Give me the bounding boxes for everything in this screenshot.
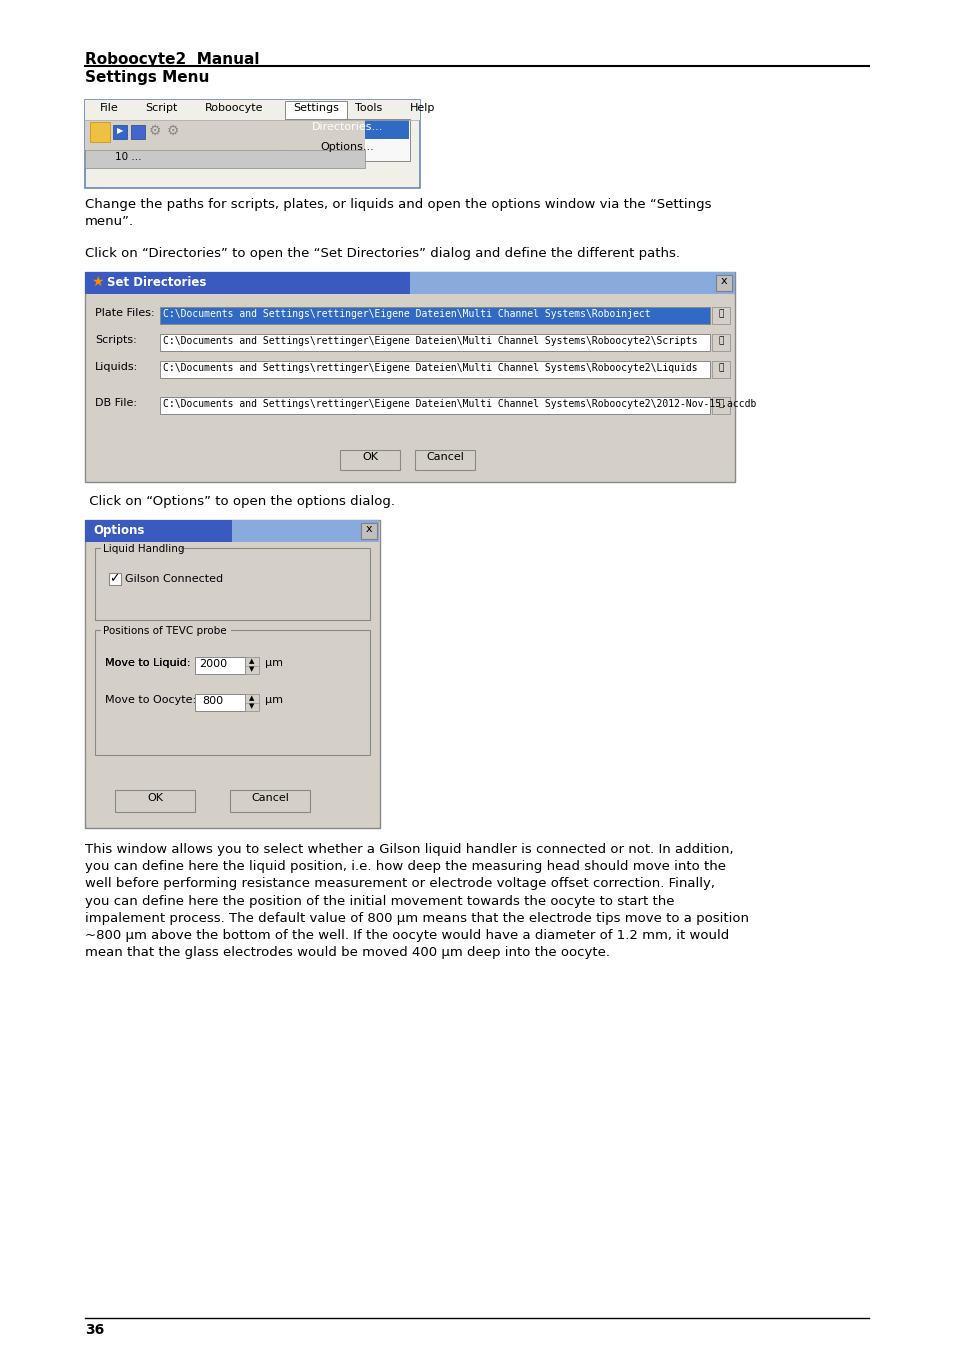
Bar xyxy=(85,100,419,120)
Text: Click on “Options” to open the options dialog.: Click on “Options” to open the options d… xyxy=(85,495,395,508)
Text: C:\Documents and Settings\rettinger\Eigene Dateien\Multi Channel Systems\Roboocy: C:\Documents and Settings\rettinger\Eige… xyxy=(163,400,756,409)
Text: Options...: Options... xyxy=(320,142,374,153)
Text: Liquid Handling: Liquid Handling xyxy=(103,544,184,554)
Bar xyxy=(85,271,734,294)
Text: 800: 800 xyxy=(202,697,223,706)
Text: OK: OK xyxy=(147,792,163,803)
Bar xyxy=(360,522,376,539)
Text: ✓: ✓ xyxy=(109,572,119,585)
Bar xyxy=(160,333,709,351)
Bar xyxy=(245,657,258,674)
Text: File: File xyxy=(100,103,118,113)
Bar xyxy=(85,271,410,294)
Text: 2000: 2000 xyxy=(199,659,227,670)
Bar xyxy=(112,126,127,139)
Text: Cancel: Cancel xyxy=(251,792,289,803)
Bar xyxy=(194,694,245,711)
Bar xyxy=(90,122,110,142)
Text: Help: Help xyxy=(410,103,435,113)
Bar xyxy=(115,790,194,811)
Text: ⚙: ⚙ xyxy=(167,124,179,138)
Text: ⚙: ⚙ xyxy=(149,124,161,138)
Bar xyxy=(286,120,409,139)
Bar xyxy=(101,629,231,639)
Text: ★: ★ xyxy=(91,275,103,289)
Bar xyxy=(85,520,232,541)
Text: Settings Menu: Settings Menu xyxy=(85,70,209,85)
Bar xyxy=(339,450,399,470)
Text: Cancel: Cancel xyxy=(426,452,463,462)
Text: Positions of TEVC probe: Positions of TEVC probe xyxy=(103,626,227,636)
Text: C:\Documents and Settings\rettinger\Eigene Dateien\Multi Channel Systems\Roboocy: C:\Documents and Settings\rettinger\Eige… xyxy=(163,336,697,346)
Bar xyxy=(95,630,370,755)
Text: 📂: 📂 xyxy=(718,309,723,319)
Text: Tools: Tools xyxy=(355,103,382,113)
Text: 36: 36 xyxy=(85,1323,104,1336)
Bar xyxy=(160,360,709,378)
Text: ▲: ▲ xyxy=(249,657,254,664)
Bar xyxy=(232,520,378,541)
Bar xyxy=(95,548,370,620)
Bar xyxy=(711,306,729,324)
Text: Move to Oocyte:: Move to Oocyte: xyxy=(105,695,196,705)
Text: C:\Documents and Settings\rettinger\Eigene Dateien\Multi Channel Systems\Roboinj: C:\Documents and Settings\rettinger\Eige… xyxy=(163,309,650,319)
Bar xyxy=(85,100,419,103)
Bar xyxy=(415,450,475,470)
Text: Directories...: Directories... xyxy=(312,122,383,132)
Text: Options: Options xyxy=(92,524,144,537)
Bar xyxy=(711,333,729,351)
Text: ▲: ▲ xyxy=(249,695,254,701)
Text: Set Directories: Set Directories xyxy=(107,275,206,289)
Text: Roboocyte: Roboocyte xyxy=(205,103,263,113)
Text: Gilson Connected: Gilson Connected xyxy=(125,574,223,585)
Bar xyxy=(230,790,310,811)
Text: Move to Liquid:: Move to Liquid: xyxy=(105,657,191,668)
Text: ▶: ▶ xyxy=(116,126,123,135)
Text: 📂: 📂 xyxy=(718,363,723,373)
Text: Plate Files:: Plate Files: xyxy=(95,308,154,319)
Bar xyxy=(711,360,729,378)
Text: ▼: ▼ xyxy=(249,666,254,672)
Bar xyxy=(410,271,734,294)
Bar xyxy=(109,572,121,585)
Bar xyxy=(285,101,347,120)
Text: x: x xyxy=(720,275,726,286)
Text: Liquids:: Liquids: xyxy=(95,362,138,373)
Text: Move to Liquid:: Move to Liquid: xyxy=(105,657,191,668)
Bar xyxy=(85,520,379,828)
Text: 10 ...: 10 ... xyxy=(115,153,141,162)
Text: 📂: 📂 xyxy=(718,400,723,408)
Text: ▼: ▼ xyxy=(249,703,254,709)
Bar xyxy=(716,275,731,292)
Text: C:\Documents and Settings\rettinger\Eigene Dateien\Multi Channel Systems\Roboocy: C:\Documents and Settings\rettinger\Eige… xyxy=(163,363,697,373)
Bar xyxy=(85,100,419,188)
Bar xyxy=(285,119,410,161)
Text: Change the paths for scripts, plates, or liquids and open the options window via: Change the paths for scripts, plates, or… xyxy=(85,198,711,228)
Text: Script: Script xyxy=(145,103,177,113)
Text: Click on “Directories” to open the “Set Directories” dialog and define the diffe: Click on “Directories” to open the “Set … xyxy=(85,247,679,261)
Bar xyxy=(85,271,734,482)
Bar xyxy=(131,126,145,139)
Bar xyxy=(194,657,245,674)
Bar xyxy=(245,694,258,711)
Text: Settings: Settings xyxy=(293,103,338,113)
Text: OK: OK xyxy=(361,452,377,462)
Text: DB File:: DB File: xyxy=(95,398,137,408)
Bar xyxy=(160,306,709,324)
Text: Roboocyte2  Manual: Roboocyte2 Manual xyxy=(85,53,259,68)
Text: This window allows you to select whether a Gilson liquid handler is connected or: This window allows you to select whether… xyxy=(85,842,748,960)
Text: μm: μm xyxy=(265,695,283,705)
Text: μm: μm xyxy=(265,657,283,668)
Text: 📂: 📂 xyxy=(718,336,723,346)
Text: Scripts:: Scripts: xyxy=(95,335,136,346)
Bar xyxy=(85,150,365,167)
Bar xyxy=(101,547,181,558)
Bar xyxy=(160,397,709,414)
Text: x: x xyxy=(365,524,372,535)
Bar xyxy=(711,397,729,414)
Bar xyxy=(85,120,365,150)
